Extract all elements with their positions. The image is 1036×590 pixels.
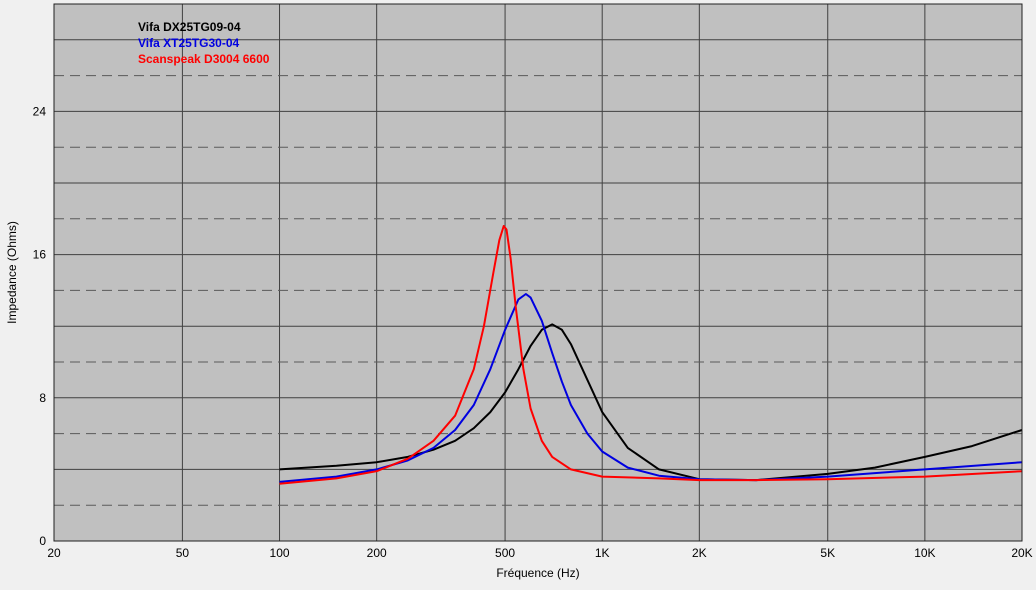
x-tick-label: 100 bbox=[270, 546, 290, 560]
series-line-3 bbox=[279, 225, 1023, 485]
x-tick-label: 2K bbox=[692, 546, 707, 560]
x-tick-label: 10K bbox=[914, 546, 935, 560]
y-tick-label: 8 bbox=[39, 391, 46, 405]
plot-area bbox=[54, 4, 1022, 541]
y-tick-label: 16 bbox=[33, 248, 47, 262]
plot-frame bbox=[53, 3, 1023, 542]
y-tick-label: 24 bbox=[33, 104, 47, 118]
x-tick-label: 20 bbox=[47, 546, 61, 560]
series-lines bbox=[279, 225, 1023, 485]
legend-entry-3: Scanspeak D3004 6600 bbox=[138, 52, 270, 66]
x-tick-label: 5K bbox=[820, 546, 835, 560]
x-tick-label: 20K bbox=[1011, 546, 1032, 560]
axis-ticks: 20 50 100 200 500 1K 2K 5K 10K 20K 0 8 16 24 bbox=[33, 104, 1033, 560]
grid bbox=[53, 4, 1023, 541]
legend-entry-2: Vifa XT25TG30-04 bbox=[138, 36, 239, 50]
y-tick-label: 0 bbox=[39, 534, 46, 548]
legend-entry-1: Vifa DX25TG09-04 bbox=[138, 20, 241, 34]
series-line-1 bbox=[279, 323, 1023, 482]
x-tick-label: 50 bbox=[176, 546, 190, 560]
x-tick-label: 200 bbox=[367, 546, 387, 560]
x-tick-label: 500 bbox=[495, 546, 515, 560]
x-tick-label: 1K bbox=[595, 546, 610, 560]
y-axis-label: Impedance (Ohms) bbox=[5, 221, 19, 324]
x-axis-label: Fréquence (Hz) bbox=[496, 566, 579, 580]
legend: Vifa DX25TG09-04 Vifa XT25TG30-04 Scanspea… bbox=[138, 20, 270, 66]
